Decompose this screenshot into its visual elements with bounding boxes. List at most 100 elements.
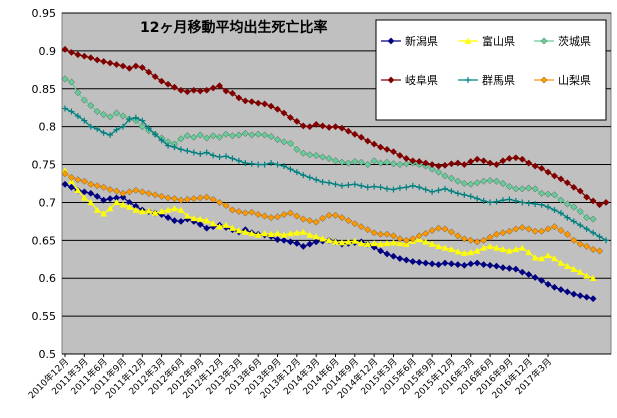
y-tick-label: 0.5	[39, 348, 57, 361]
data-point	[293, 239, 301, 247]
data-point	[493, 177, 500, 185]
data-point	[241, 130, 249, 137]
data-point	[428, 240, 436, 247]
data-point	[196, 87, 204, 95]
data-point	[557, 259, 565, 266]
data-point	[563, 262, 571, 269]
data-point	[319, 178, 326, 185]
data-point	[223, 153, 230, 160]
data-point	[583, 193, 591, 201]
data-point	[280, 109, 288, 117]
data-point	[216, 198, 224, 206]
data-point	[441, 244, 449, 251]
data-point	[480, 157, 488, 165]
data-point	[544, 168, 552, 176]
data-point	[551, 255, 558, 262]
legend-item: 富山県	[458, 34, 515, 48]
data-point	[190, 133, 198, 141]
data-point	[268, 160, 275, 167]
data-point	[74, 89, 82, 97]
data-point	[377, 184, 384, 191]
y-tick-label: 0.6	[39, 272, 57, 285]
data-point	[261, 100, 269, 108]
data-point	[80, 177, 88, 185]
data-point	[196, 131, 204, 139]
data-point	[550, 172, 558, 180]
data-point	[538, 189, 546, 197]
data-point	[518, 268, 526, 276]
data-point	[370, 229, 378, 237]
data-point	[383, 158, 391, 166]
data-point	[177, 196, 185, 204]
y-axis: 0.5 0.55 0.6 0.65 0.7 0.75 0.8 0.85 0.9 0.95	[32, 7, 57, 361]
data-point	[589, 274, 597, 281]
data-point	[94, 125, 101, 132]
data-point	[164, 206, 172, 213]
data-point	[274, 105, 282, 113]
legend-item: 群馬県	[458, 73, 515, 87]
legend-marker	[387, 76, 395, 84]
data-point	[435, 162, 443, 170]
data-point	[197, 150, 204, 157]
data-point	[396, 185, 403, 192]
data-point	[80, 194, 88, 201]
data-point	[576, 208, 584, 216]
data-point	[171, 205, 178, 212]
data-point	[171, 83, 178, 91]
data-point	[364, 226, 372, 234]
data-point	[325, 236, 333, 244]
data-point	[467, 236, 475, 244]
data-point	[93, 108, 101, 115]
data-point	[435, 187, 442, 194]
data-point	[429, 188, 436, 195]
data-point	[409, 235, 417, 243]
data-point	[532, 200, 539, 207]
data-point	[448, 188, 455, 195]
data-point	[519, 199, 526, 206]
data-point	[344, 238, 352, 245]
data-point	[196, 220, 204, 228]
data-point	[377, 143, 385, 151]
data-point	[119, 193, 127, 201]
data-point	[241, 209, 249, 217]
data-point	[454, 177, 462, 185]
data-point	[267, 133, 275, 141]
data-point	[589, 245, 597, 253]
data-point	[538, 201, 545, 208]
data-point	[505, 183, 513, 191]
data-point	[312, 151, 320, 159]
data-point	[435, 224, 443, 232]
data-point	[312, 120, 320, 128]
data-point	[299, 242, 307, 250]
data-point	[505, 155, 513, 162]
data-point	[525, 270, 533, 278]
data-point	[183, 212, 191, 219]
data-point	[345, 182, 352, 189]
data-point	[415, 232, 423, 240]
data-point	[370, 140, 378, 148]
data-point	[222, 130, 230, 138]
legend-marker	[464, 37, 472, 44]
data-point	[319, 122, 327, 130]
data-point	[396, 255, 404, 263]
data-point	[364, 161, 372, 169]
data-point	[377, 230, 385, 238]
data-point	[364, 240, 372, 247]
data-point	[576, 240, 584, 248]
data-point	[171, 144, 178, 151]
data-point	[531, 185, 539, 193]
data-point	[448, 246, 455, 253]
data-point	[603, 237, 609, 244]
series-5	[62, 105, 609, 244]
data-point	[460, 161, 468, 169]
data-point	[209, 195, 217, 203]
data-point	[570, 265, 578, 272]
data-point	[267, 230, 275, 237]
y-tick-label: 0.7	[39, 196, 57, 209]
series-3	[61, 75, 597, 223]
data-point	[486, 261, 494, 269]
data-point	[499, 180, 507, 187]
data-point	[293, 117, 301, 125]
data-point	[222, 221, 230, 228]
